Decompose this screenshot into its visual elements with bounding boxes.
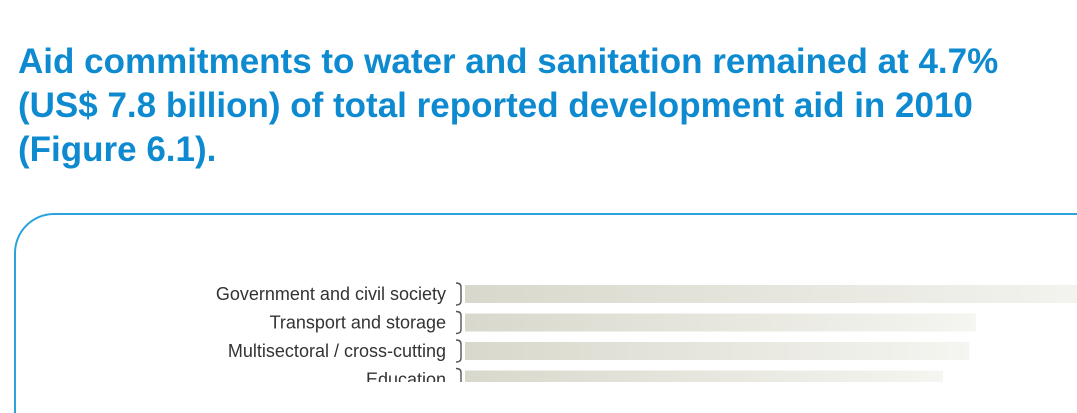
bar-chart: Government and civil society Transport an… — [216, 282, 1077, 383]
category-label: Education — [366, 370, 446, 383]
axis-tick-bracket — [455, 310, 462, 335]
bar — [465, 370, 944, 382]
headline: Aid commitments to water and sanitation … — [18, 40, 1077, 172]
bar — [465, 342, 970, 360]
category-label: Multisectoral / cross-cutting — [228, 341, 446, 361]
headline-line-1: Aid commitments to water and sanitation … — [18, 42, 999, 81]
category-label: Government and civil society — [216, 284, 446, 304]
axis-tick-bracket — [455, 339, 462, 363]
chart-panel-frame — [14, 213, 1077, 413]
axis-tick-bracket — [455, 367, 462, 382]
axis-tick-bracket — [455, 282, 462, 306]
bars-layer: Government and civil society Transport an… — [216, 282, 1077, 383]
headline-line-2: (US$ 7.8 billion) of total reported deve… — [18, 86, 973, 125]
category-label: Transport and storage — [270, 313, 446, 333]
chart-area: Government and civil society Transport an… — [216, 282, 1077, 383]
headline-line-3: (Figure 6.1). — [18, 130, 217, 169]
bar — [465, 313, 976, 332]
bar — [465, 285, 1077, 303]
